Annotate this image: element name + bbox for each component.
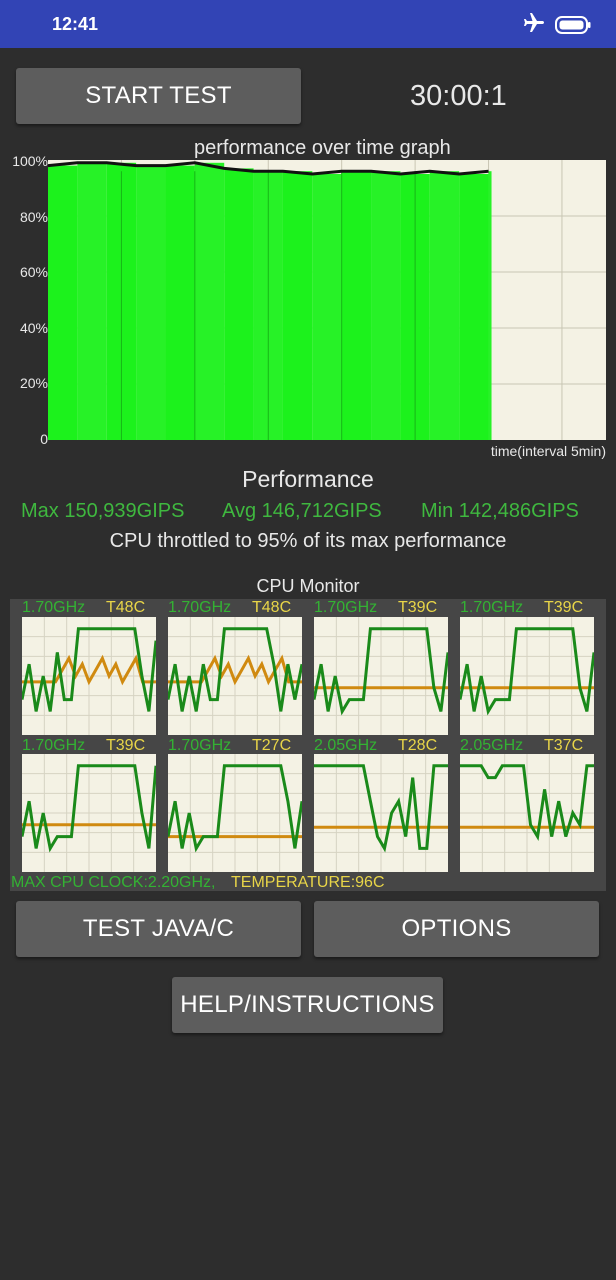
start-test-button[interactable]: START TEST bbox=[16, 68, 301, 124]
core-graph bbox=[168, 754, 302, 872]
options-button[interactable]: OPTIONS bbox=[314, 901, 599, 957]
core-frequency: 1.70GHz bbox=[314, 599, 378, 616]
performance-bar bbox=[194, 162, 225, 440]
performance-bar bbox=[341, 171, 372, 440]
performance-graph bbox=[48, 160, 606, 440]
core-frequency-line bbox=[22, 764, 156, 853]
x-axis-caption: time(interval 5min) bbox=[490, 443, 606, 459]
avg-performance: Avg 146,712GIPS bbox=[222, 500, 382, 522]
y-tick-40: 40% bbox=[19, 320, 48, 336]
core-frequency: 1.70GHz bbox=[168, 737, 232, 754]
max-temperature: TEMPERATURE:96C bbox=[231, 874, 385, 891]
core-graph bbox=[314, 754, 448, 872]
performance-bar bbox=[165, 165, 195, 440]
core-graph bbox=[168, 617, 302, 735]
max-performance: Max 150,939GIPS bbox=[21, 500, 185, 522]
core-frequency: 2.05GHz bbox=[460, 737, 524, 754]
test-timer: 30:00:1 bbox=[410, 80, 507, 112]
core-temperature: T39C bbox=[398, 599, 438, 616]
core-frequency-line bbox=[168, 627, 302, 712]
core-frequency: 2.05GHz bbox=[314, 737, 378, 754]
core-frequency-line bbox=[314, 764, 448, 853]
core-frequency: 1.70GHz bbox=[460, 599, 524, 616]
core-frequency: 1.70GHz bbox=[22, 737, 86, 754]
y-tick-20: 20% bbox=[19, 375, 48, 391]
core-temperature: T37C bbox=[544, 737, 584, 754]
help-instructions-button[interactable]: HELP/INSTRUCTIONS bbox=[172, 977, 443, 1033]
core-frequency: 1.70GHz bbox=[168, 599, 232, 616]
graph-title: performance over time graph bbox=[194, 137, 451, 159]
min-performance: Min 142,486GIPS bbox=[421, 500, 579, 522]
y-tick-60: 60% bbox=[19, 264, 48, 280]
core-frequency: 1.70GHz bbox=[22, 599, 86, 616]
core-frequency-line bbox=[460, 627, 594, 716]
y-tick-80: 80% bbox=[19, 209, 48, 225]
performance-bar bbox=[136, 165, 166, 440]
performance-bar bbox=[459, 174, 489, 440]
performance-bar bbox=[224, 168, 254, 440]
test-java-c-button[interactable]: TEST JAVA/C bbox=[16, 901, 301, 957]
y-tick-0: 0 bbox=[40, 431, 48, 447]
performance-bar bbox=[282, 171, 313, 440]
throttle-text: CPU throttled to 95% of its max performa… bbox=[109, 530, 507, 552]
y-tick-100: 100% bbox=[12, 153, 48, 169]
status-time: 12:41 bbox=[52, 14, 99, 34]
core-graph bbox=[314, 617, 448, 735]
core-temperature: T39C bbox=[544, 599, 584, 616]
core-graph bbox=[460, 754, 594, 872]
cpu-monitor-title: CPU Monitor bbox=[256, 576, 360, 596]
max-cpu-clock: MAX CPU CLOCK:2.20GHz, bbox=[11, 874, 216, 891]
performance-bar bbox=[77, 162, 107, 440]
battery-icon bbox=[555, 16, 591, 34]
core-frequency-line bbox=[22, 627, 156, 712]
core-frequency-line bbox=[168, 764, 302, 853]
core-temperature: T27C bbox=[252, 737, 292, 754]
core-temperature: T39C bbox=[106, 737, 146, 754]
performance-bar bbox=[48, 165, 78, 440]
status-bar: 12:41 bbox=[0, 0, 616, 48]
performance-line bbox=[48, 161, 489, 176]
core-graph bbox=[22, 754, 156, 872]
core-temperature: T48C bbox=[106, 599, 146, 616]
core-frequency-line bbox=[314, 627, 448, 716]
performance-bar bbox=[429, 171, 460, 440]
performance-bar bbox=[371, 171, 401, 440]
core-graph bbox=[460, 617, 594, 735]
core-temperature: T28C bbox=[398, 737, 438, 754]
performance-bar bbox=[488, 171, 492, 440]
performance-bar bbox=[312, 174, 342, 440]
core-graph bbox=[22, 617, 156, 735]
core-frequency-line bbox=[460, 764, 594, 841]
airplane-mode-icon bbox=[524, 13, 544, 32]
core-temperature: T48C bbox=[252, 599, 292, 616]
performance-title: Performance bbox=[242, 466, 374, 492]
